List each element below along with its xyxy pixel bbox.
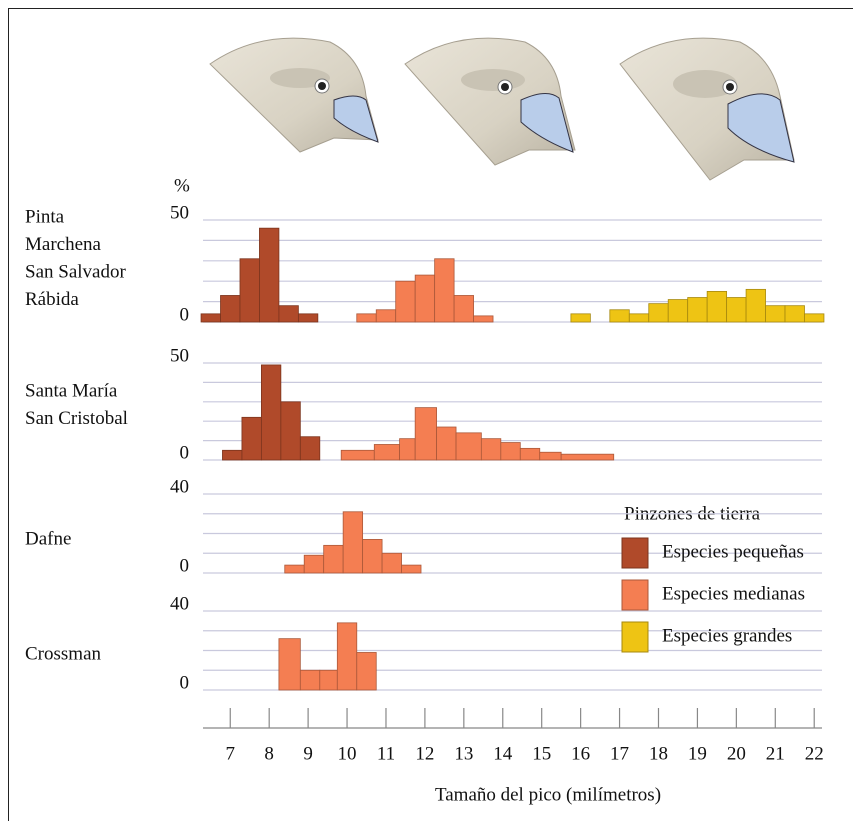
bar [299,436,321,461]
y-tick-label: 50 [170,345,189,366]
bar [395,280,416,323]
bar [414,407,437,461]
y-tick-label: 0 [180,442,190,463]
bar [667,299,689,323]
x-axis-label: Tamaño del pico (milímetros) [435,784,661,805]
panel-label: Dafne [25,528,71,549]
bar [259,227,280,323]
bar [687,297,708,323]
bar [280,401,301,461]
frame [8,8,853,821]
bar [519,447,541,461]
bar [804,313,825,323]
bar [303,554,325,574]
y-tick-label: 40 [170,593,189,614]
bar [220,295,241,323]
y-tick-label: 0 [180,304,190,325]
finch-head [404,37,576,166]
bar [539,451,562,461]
y-tick-label: 0 [180,555,190,576]
bar [260,364,282,461]
bar [434,258,455,323]
y-tick-label: 50 [170,202,189,223]
bar [473,315,494,323]
y-tick-label: 40 [170,476,189,497]
finch-head [619,37,795,181]
bar [560,453,615,461]
bar [399,438,416,461]
x-tick-label: 11 [377,743,395,764]
bar [241,416,262,461]
legend-label: Especies medianas [662,583,805,604]
x-tick-label: 16 [571,743,590,764]
bar [609,309,630,323]
panel-label: Pinta [25,206,65,227]
bar [706,290,728,323]
bar [336,622,358,691]
bar [356,652,377,691]
panel-label: Marchena [25,234,102,255]
x-tick-label: 14 [493,743,513,764]
x-tick-label: 13 [454,743,473,764]
bar [436,426,457,461]
bar [628,313,650,323]
bar [284,564,305,574]
y-tick-label: 0 [180,672,190,693]
bar [323,544,344,574]
bar [784,305,805,323]
panel-label: Santa María [25,380,118,401]
bar [375,309,397,323]
bar [480,438,502,461]
x-tick-label: 17 [610,743,629,764]
y-unit: % [174,175,190,196]
bar [340,449,375,461]
legend-swatch [621,579,649,611]
x-tick-label: 8 [264,743,274,764]
bar [648,303,669,323]
panel-label: San Salvador [25,261,126,282]
x-tick-label: 7 [226,743,236,764]
bar [299,669,321,691]
x-tick-label: 19 [688,743,707,764]
x-tick-label: 21 [766,743,785,764]
x-tick-label: 9 [303,743,313,764]
x-tick-label: 22 [805,743,824,764]
bar [222,449,243,461]
x-tick-label: 20 [727,743,746,764]
bar [570,313,591,323]
legend-swatch [621,621,649,653]
bar [239,258,260,323]
bar [401,564,422,574]
bar [200,313,221,323]
legend-label: Especies grandes [662,625,792,646]
bar [278,305,299,323]
bar [745,288,766,323]
x-tick-label: 15 [532,743,551,764]
bar [455,432,482,461]
panel-label: San Cristobal [25,408,128,429]
bar [765,305,786,323]
x-tick-label: 12 [415,743,434,764]
bar [414,274,436,323]
bar [373,444,401,461]
bar [726,297,747,323]
bar [381,552,402,574]
x-tick-label: 10 [338,743,357,764]
legend-label: Especies pequeñas [662,541,804,562]
bar [342,511,364,574]
bar [297,313,319,323]
bar [356,313,377,323]
bar [362,539,383,574]
bar [453,295,474,323]
bar [278,638,301,691]
bar [500,442,521,461]
panel-label: Crossman [25,643,102,664]
legend-swatch [621,537,649,569]
panel-label: Rábida [25,289,79,310]
x-tick-label: 18 [649,743,668,764]
bar [319,669,338,691]
finch-head [209,37,379,153]
